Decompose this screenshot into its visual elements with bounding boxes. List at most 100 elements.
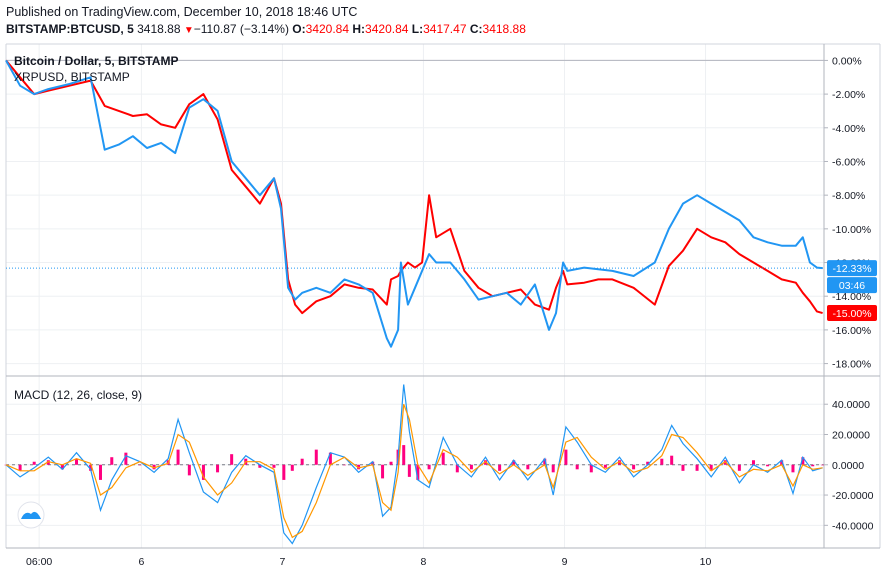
histogram-bar [618, 460, 621, 465]
x-tick-label: 7 [280, 556, 286, 568]
x-tick-label: 06:00 [26, 556, 52, 568]
histogram-bar [389, 461, 393, 465]
y-tick-label: -6.00% [832, 156, 865, 168]
histogram-bar [124, 452, 128, 465]
histogram-bar [791, 464, 795, 473]
btc-last-badge-bg [827, 305, 877, 322]
histogram-bar [381, 464, 385, 479]
histogram-bar [342, 464, 346, 466]
histogram-bar [821, 464, 825, 466]
histogram-bar [314, 449, 318, 465]
y-tick-label: -16.00% [832, 325, 871, 337]
tradingview-logo [17, 501, 45, 529]
histogram-bar [526, 464, 530, 470]
macd-y-tick-label: 0.0000 [832, 460, 864, 472]
y-tick-label: -18.00% [832, 359, 871, 371]
histogram-bar [98, 464, 102, 480]
cloud-icon [21, 511, 41, 519]
histogram-bar [551, 464, 555, 473]
histogram-bar [75, 458, 79, 465]
histogram-bar [512, 460, 516, 465]
close-label: C: [469, 22, 483, 36]
legend-btc: Bitcoin / Dollar, 5, BITSTAMP [14, 54, 178, 68]
price-badges: -12.33% 03:46 -15.00% [827, 260, 877, 322]
time-badge: 03:46 [839, 280, 865, 292]
histogram-bar [18, 464, 22, 471]
histogram-bar [187, 464, 191, 476]
open-label: O: [292, 22, 306, 36]
x-tick-label: 8 [421, 556, 427, 568]
histogram-bar [427, 464, 431, 470]
histogram-bar [300, 458, 304, 465]
histogram-bar [201, 464, 205, 480]
x-tick-label: 10 [700, 556, 712, 568]
x-tick-label: 9 [562, 556, 568, 568]
histogram-bar [575, 464, 579, 470]
legend-xrp: XRPUSD, BITSTAMP [14, 70, 130, 84]
high-label: H: [352, 22, 366, 36]
histogram-bar [498, 464, 502, 471]
xrp-last-badge: -12.33% [832, 263, 871, 275]
histogram-bar [543, 458, 547, 465]
histogram-bar [416, 464, 420, 480]
high-value: 3420.84 [365, 22, 409, 36]
histogram-bar [709, 464, 713, 471]
btc-series-line[interactable] [5, 59, 823, 315]
macd-y-tick-label: 20.0000 [832, 429, 870, 441]
histogram-bar [176, 449, 180, 465]
x-tick-label: 6 [138, 556, 144, 568]
histogram-bar [138, 464, 142, 466]
histogram-bar [258, 464, 262, 468]
macd-y-tick-label: -20.0000 [832, 490, 874, 502]
histogram-bar [230, 454, 234, 465]
price-change: −110.87 (−3.14%) [193, 22, 289, 36]
histogram-bar [441, 452, 445, 465]
histogram-bar [564, 449, 568, 465]
y-tick-label: -8.00% [832, 190, 865, 202]
histogram-bar [751, 460, 755, 465]
histogram-bar [328, 452, 332, 465]
histogram-bar [811, 464, 815, 467]
legends: Bitcoin / Dollar, 5, BITSTAMP XRPUSD, BI… [14, 54, 178, 402]
btc-last-badge: -15.00% [832, 308, 871, 320]
down-triangle-icon: ▼ [183, 25, 194, 36]
published-text: Published on TradingView.com, December 1… [6, 5, 358, 19]
open-value: 3420.84 [305, 22, 350, 36]
histogram-bar [152, 464, 156, 470]
histogram-bar [407, 464, 411, 477]
y-tick-label: 0.00% [832, 55, 862, 67]
macd-pane[interactable] [4, 384, 825, 545]
legend-macd: MACD (12, 26, close, 9) [14, 388, 142, 402]
axes: 06:00 6 7 8 9 10 0.00% -2.00% -4.00% -6.00% -8.00%… [26, 55, 874, 568]
histogram-bar [737, 464, 741, 471]
y-tick-label: -10.00% [832, 224, 871, 236]
histogram-bar [455, 464, 459, 473]
histogram-bar [801, 457, 805, 465]
xrp-series-line[interactable] [5, 59, 823, 348]
histogram-bar [60, 464, 64, 470]
histogram-bar [681, 464, 685, 471]
grid [6, 44, 824, 548]
price-pane[interactable] [5, 59, 824, 348]
histogram-bar [282, 464, 286, 480]
histogram-bar [695, 464, 699, 471]
signal-line[interactable] [5, 403, 823, 539]
histogram-bar [272, 464, 276, 468]
histogram-bar [670, 455, 674, 465]
macd-line[interactable] [5, 384, 823, 545]
macd-y-tick-label: 40.0000 [832, 399, 870, 411]
macd-y-tick-label: -40.0000 [832, 520, 874, 532]
histogram-bar [766, 464, 770, 467]
symbol-header: BITSTAMP:BTCUSD, 5 3418.88 ▼−110.87 (−3.… [6, 22, 526, 36]
published-header: Published on TradingView.com, December 1… [6, 5, 357, 19]
last-price: 3418.88 [137, 22, 181, 36]
histogram-bar [469, 464, 473, 470]
histogram-bar [660, 458, 664, 465]
histogram-bar [89, 464, 93, 471]
histogram-bar [780, 460, 784, 465]
low-label: L: [411, 22, 424, 36]
y-tick-label: -4.00% [832, 123, 865, 135]
xrp-last-badge-bg [827, 260, 877, 277]
y-tick-label: -14.00% [832, 291, 871, 303]
